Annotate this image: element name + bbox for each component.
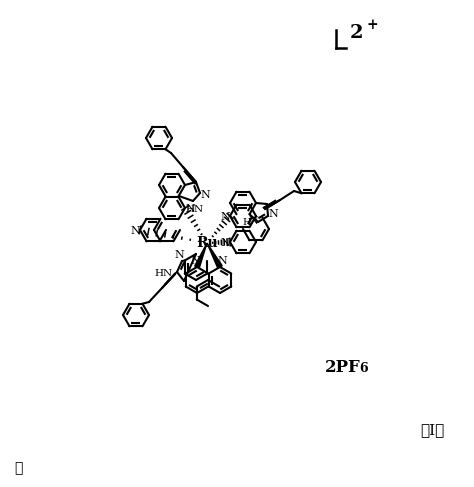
Text: HN: HN: [186, 205, 204, 213]
Text: N: N: [217, 256, 227, 266]
Text: N: N: [190, 256, 200, 266]
Polygon shape: [195, 243, 207, 268]
Text: 。: 。: [14, 461, 22, 475]
Text: 2: 2: [349, 24, 363, 42]
Text: N: N: [220, 238, 230, 248]
Text: N: N: [185, 204, 195, 214]
Text: HN: HN: [155, 269, 173, 279]
Polygon shape: [207, 243, 222, 268]
Text: N: N: [175, 250, 184, 261]
Text: 6: 6: [359, 361, 368, 375]
Text: H: H: [242, 218, 251, 227]
Text: +: +: [366, 18, 378, 32]
Text: N: N: [130, 226, 140, 236]
Text: N: N: [220, 212, 230, 222]
Text: 2PF: 2PF: [325, 359, 361, 376]
Text: N: N: [200, 190, 210, 200]
Text: N: N: [249, 216, 258, 226]
Text: （I）: （I）: [420, 423, 444, 437]
Text: Ru: Ru: [196, 236, 218, 250]
Text: N: N: [268, 209, 278, 219]
